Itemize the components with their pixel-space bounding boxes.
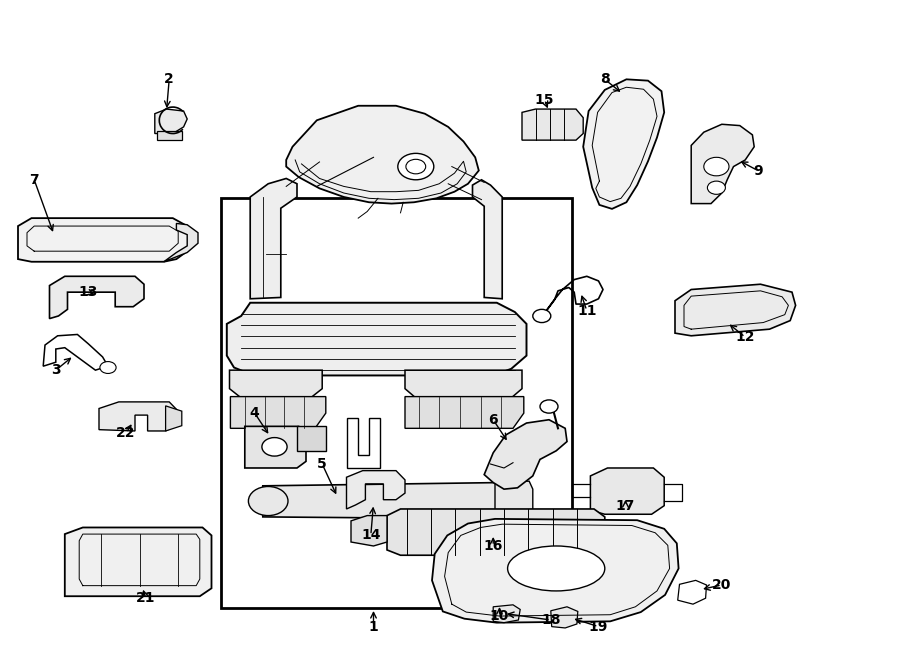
Polygon shape <box>387 509 605 555</box>
Text: 10: 10 <box>490 609 509 623</box>
Circle shape <box>540 400 558 413</box>
Text: 8: 8 <box>600 72 609 87</box>
Polygon shape <box>583 79 664 209</box>
Text: 15: 15 <box>535 93 554 108</box>
Circle shape <box>398 153 434 180</box>
Polygon shape <box>590 468 664 514</box>
Polygon shape <box>65 527 212 596</box>
Text: 7: 7 <box>30 173 39 187</box>
Text: 4: 4 <box>250 406 259 420</box>
Polygon shape <box>230 397 326 428</box>
Polygon shape <box>286 106 479 204</box>
Text: 14: 14 <box>361 528 381 543</box>
Polygon shape <box>405 370 522 398</box>
Polygon shape <box>18 218 191 262</box>
Circle shape <box>704 157 729 176</box>
Polygon shape <box>493 605 520 623</box>
Circle shape <box>262 438 287 456</box>
Polygon shape <box>250 178 297 299</box>
Polygon shape <box>484 420 567 489</box>
Circle shape <box>248 486 288 516</box>
Text: 5: 5 <box>318 457 327 471</box>
Text: 3: 3 <box>51 363 60 377</box>
Polygon shape <box>432 519 679 623</box>
Polygon shape <box>351 516 387 546</box>
Polygon shape <box>472 180 502 299</box>
Polygon shape <box>50 276 144 319</box>
Circle shape <box>406 159 426 174</box>
Polygon shape <box>245 426 306 468</box>
Polygon shape <box>405 397 524 428</box>
Text: 2: 2 <box>165 72 174 87</box>
Text: 12: 12 <box>735 330 755 344</box>
Polygon shape <box>43 334 108 370</box>
Text: 19: 19 <box>589 619 608 634</box>
Ellipse shape <box>508 546 605 591</box>
Polygon shape <box>263 483 524 519</box>
Text: 1: 1 <box>369 619 378 634</box>
Polygon shape <box>495 481 533 521</box>
Polygon shape <box>227 303 526 375</box>
Text: 18: 18 <box>541 613 561 627</box>
Text: 16: 16 <box>483 539 503 553</box>
Text: 21: 21 <box>136 591 156 605</box>
Text: 17: 17 <box>616 498 635 513</box>
Text: 13: 13 <box>78 285 98 299</box>
Circle shape <box>707 181 725 194</box>
Polygon shape <box>297 426 326 451</box>
Polygon shape <box>157 131 182 140</box>
Polygon shape <box>678 580 707 604</box>
Polygon shape <box>230 370 322 398</box>
Polygon shape <box>675 284 796 336</box>
Text: 11: 11 <box>577 303 597 318</box>
Text: 20: 20 <box>712 578 732 592</box>
Circle shape <box>533 309 551 323</box>
Bar <box>220 198 572 608</box>
Text: 9: 9 <box>753 163 762 178</box>
Polygon shape <box>522 109 583 140</box>
Polygon shape <box>346 418 380 468</box>
Polygon shape <box>99 402 178 431</box>
Text: 22: 22 <box>116 426 136 440</box>
Text: 6: 6 <box>489 412 498 427</box>
Polygon shape <box>164 223 198 262</box>
Polygon shape <box>155 109 187 134</box>
Polygon shape <box>346 471 405 509</box>
Polygon shape <box>166 406 182 431</box>
Circle shape <box>100 362 116 373</box>
Polygon shape <box>551 607 578 628</box>
Polygon shape <box>691 124 754 204</box>
